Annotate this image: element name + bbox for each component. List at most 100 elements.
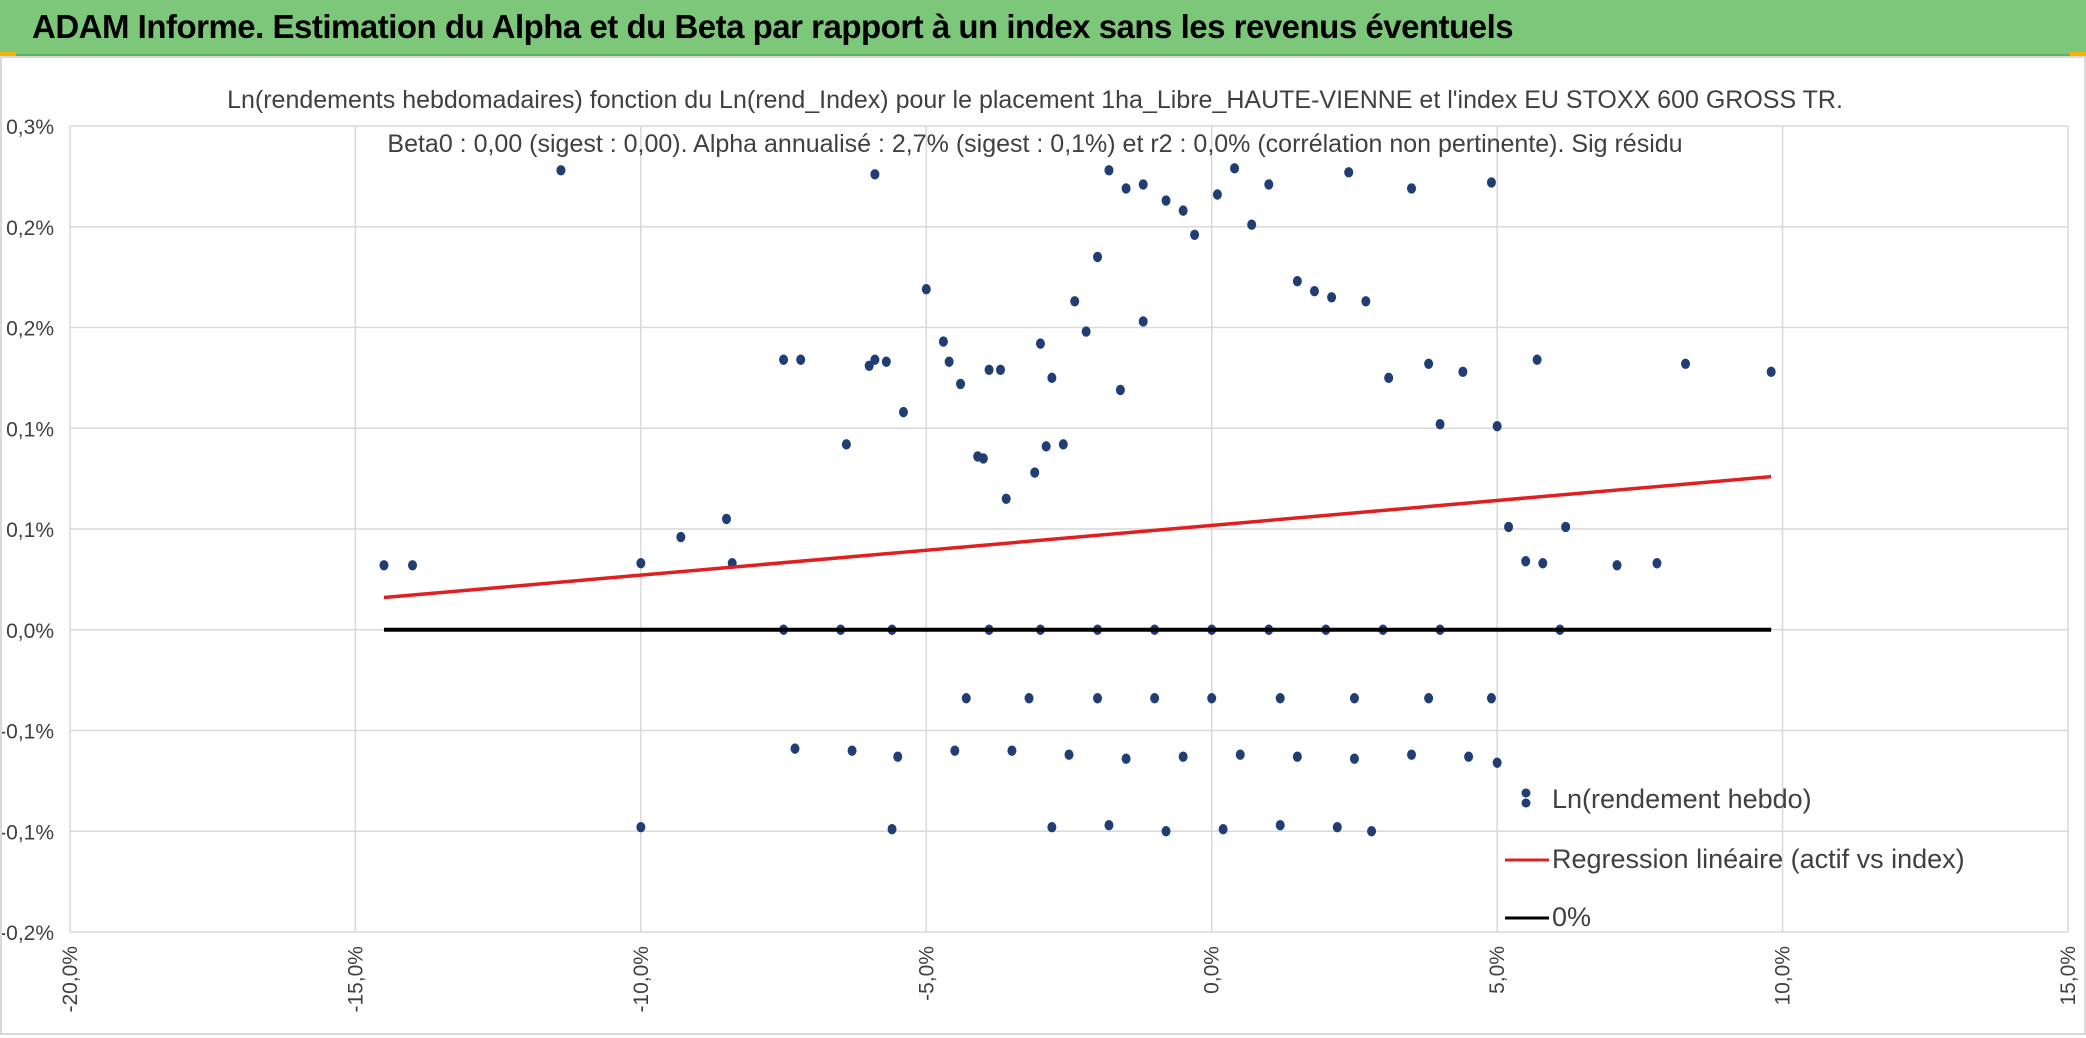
x-tick-label: -15,0%: [344, 946, 367, 1013]
data-point: [1190, 229, 1200, 241]
y-tick-label: 0,2%: [6, 217, 54, 240]
data-point: [636, 822, 646, 833]
y-tick-label: -0,1%: [2, 721, 54, 744]
data-point: [870, 169, 880, 180]
data-point: [1035, 338, 1045, 349]
data-point: [1538, 558, 1548, 569]
data-point: [1327, 292, 1337, 303]
data-point: [1407, 749, 1417, 760]
data-point: [1047, 372, 1057, 384]
data-point: [1612, 560, 1622, 571]
x-tick-label: -10,0%: [630, 946, 653, 1013]
data-point: [1349, 693, 1359, 704]
data-point: [864, 360, 874, 371]
data-point: [1178, 205, 1188, 216]
series-lines: [383, 474, 1772, 632]
data-point: [1001, 493, 1011, 504]
data-point: [1115, 384, 1125, 396]
data-point: [893, 751, 903, 762]
legend-label-points: Ln(rendement hebdo): [1552, 784, 1812, 814]
data-point: [944, 356, 954, 367]
data-point: [1161, 195, 1171, 206]
legend-label-regression: Regression linéaire (actif vs index): [1552, 844, 1965, 874]
data-point: [1384, 372, 1394, 384]
data-point: [1104, 165, 1114, 176]
data-point: [978, 453, 988, 464]
data-point: [1561, 521, 1571, 533]
data-point: [1058, 439, 1068, 450]
chart-subtitle: Beta0 : 0,00 (sigest : 0,00). Alpha annu…: [387, 130, 1682, 158]
data-point: [1521, 556, 1531, 567]
data-point: [779, 354, 789, 365]
data-point: [1093, 693, 1103, 704]
y-tick-label: 0,0%: [6, 620, 54, 643]
legend-swatch-points-b: [1521, 798, 1531, 808]
x-tick-labels: -20,0% -15,0% -10,0% -5,0% 0,0% 5,0% 10,0% 15,0…: [59, 946, 2080, 1013]
data-point: [1161, 826, 1171, 837]
data-point: [950, 745, 960, 756]
data-point: [1041, 441, 1051, 452]
data-point: [1230, 163, 1240, 174]
data-point: [1064, 749, 1074, 760]
data-point: [1367, 826, 1377, 837]
data-point: [1218, 824, 1228, 835]
page-title: ADAM Informe. Estimation du Alpha et du …: [32, 8, 1514, 45]
data-point: [881, 356, 891, 367]
chart-area: -0,2% -0,1% -0,1% 0,0% 0,1% 0,1% 0,2% 0,2% 0,3% …: [0, 56, 2086, 1035]
data-point: [636, 558, 646, 569]
scatter-chart: -0,2%-0,1%-0,1%0,0%0,1%0,1%0,2%0,2%0,3% …: [0, 86, 2080, 1013]
data-point: [1093, 251, 1103, 263]
data-point: [1652, 558, 1662, 569]
data-point: [1486, 693, 1496, 704]
y-tick-label: 0,3%: [6, 116, 54, 139]
data-point: [847, 745, 857, 756]
y-tick-label: 0,1%: [6, 519, 54, 542]
legend: Ln(rendement hebdo) Regression linéaire …: [1505, 784, 1965, 932]
data-point: [1464, 751, 1474, 762]
data-point: [1681, 358, 1691, 369]
series-points: [379, 163, 1776, 837]
data-point: [898, 406, 908, 418]
data-point: [1309, 286, 1319, 297]
y-tick-label: -0,2%: [2, 922, 54, 945]
data-point: [676, 531, 686, 543]
data-point: [984, 364, 994, 376]
data-point: [1178, 751, 1188, 762]
data-point: [1344, 167, 1354, 178]
data-point: [1121, 183, 1131, 194]
data-point: [1007, 745, 1017, 756]
data-point: [1212, 189, 1222, 200]
y-tick-label: 0,2%: [6, 318, 54, 341]
data-point: [1424, 693, 1434, 704]
data-point: [995, 364, 1005, 376]
data-point: [1047, 822, 1057, 833]
data-point: [1264, 179, 1274, 190]
data-point: [1138, 316, 1148, 327]
x-tick-label: -5,0%: [915, 946, 938, 1001]
data-point: [1024, 693, 1034, 704]
legend-swatch-points: [1521, 788, 1531, 798]
data-point: [1104, 820, 1114, 831]
x-tick-label: 5,0%: [1486, 946, 1509, 994]
data-point: [379, 560, 389, 571]
data-point: [938, 336, 948, 347]
data-point: [956, 378, 966, 390]
data-point: [1121, 753, 1131, 764]
data-point: [1424, 358, 1434, 369]
y-tick-labels: -0,2% -0,1% -0,1% 0,0% 0,1% 0,1% 0,2% 0,2% 0,3%: [0, 116, 54, 945]
data-point: [841, 439, 851, 450]
x-tick-label: 15,0%: [2057, 946, 2080, 1006]
data-point: [1407, 183, 1417, 194]
data-point: [1492, 757, 1502, 768]
chart-title: Ln(rendements hebdomadaires) fonction du…: [227, 86, 1843, 114]
data-point: [1435, 419, 1445, 430]
data-point: [1247, 219, 1257, 230]
data-point: [1532, 354, 1542, 365]
x-tick-label: 10,0%: [1772, 946, 1795, 1006]
x-tick-label: 0,0%: [1201, 946, 1224, 994]
y-tick-label: 0,1%: [6, 418, 54, 441]
data-point: [796, 354, 806, 365]
data-point: [1332, 822, 1342, 833]
data-point: [1504, 521, 1514, 533]
data-point: [1081, 326, 1091, 337]
